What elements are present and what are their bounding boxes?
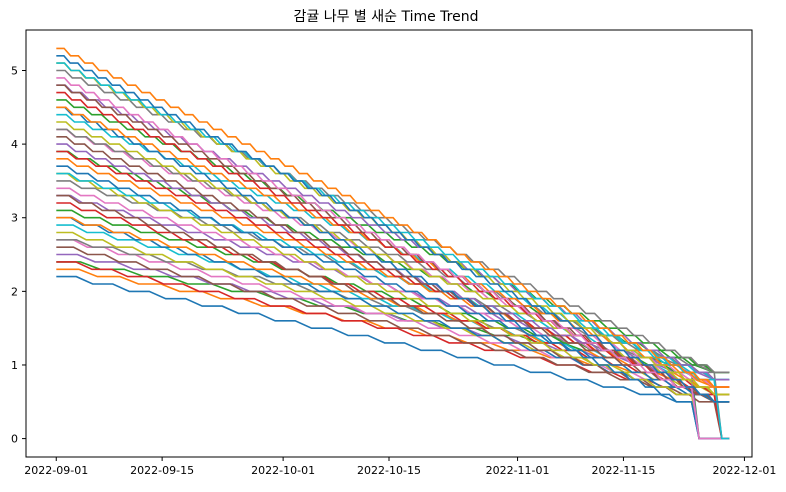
series-group (56, 47, 730, 440)
series-line (56, 253, 730, 381)
series-line (56, 194, 730, 440)
series-line (56, 62, 730, 440)
x-axis: 2022-09-01 2022-09-15 2022-10-01 2022-10-15… (24, 457, 776, 477)
x-tick-label: 2022-09-15 (130, 464, 194, 477)
series-line (56, 246, 730, 403)
x-tick-label: 2022-11-15 (591, 464, 655, 477)
series-line (56, 106, 730, 440)
series-line (56, 77, 730, 440)
series-line (56, 128, 730, 440)
y-tick-label: 4 (11, 138, 18, 151)
y-tick-label: 1 (11, 359, 18, 372)
x-tick-label: 2022-11-01 (486, 464, 550, 477)
x-tick-label: 2022-09-01 (24, 464, 88, 477)
series-line (56, 54, 730, 403)
series-line (56, 150, 730, 396)
y-tick-label: 0 (11, 433, 18, 446)
series-line (56, 216, 730, 388)
series-line (56, 99, 730, 374)
series-line (56, 47, 730, 388)
y-tick-label: 5 (11, 64, 18, 77)
series-line (56, 275, 730, 440)
chart-title: 감귤 나무 별 새순 Time Trend (294, 9, 479, 25)
series-line (56, 231, 730, 396)
y-axis: 0 1 2 3 4 5 (11, 64, 26, 446)
y-tick-label: 2 (11, 285, 18, 298)
series-line (56, 69, 730, 374)
y-tick-label: 3 (11, 212, 18, 225)
series-line (56, 136, 730, 403)
x-tick-label: 2022-10-01 (251, 464, 315, 477)
series-line (56, 165, 730, 403)
x-tick-label: 2022-12-01 (712, 464, 776, 477)
x-tick-label: 2022-10-15 (357, 464, 421, 477)
